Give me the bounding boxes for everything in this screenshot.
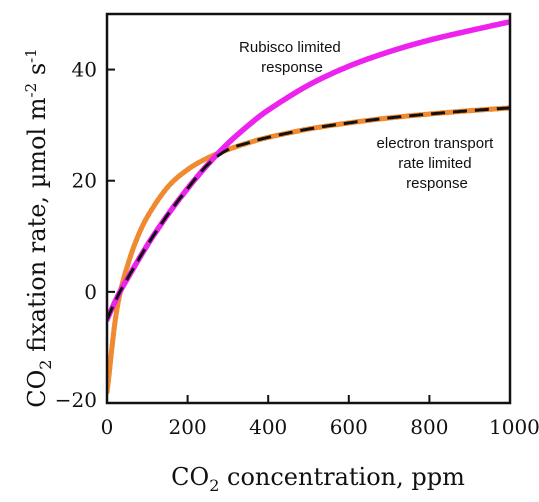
series-electron-point: [111, 326, 117, 332]
series-electron-point: [444, 109, 450, 116]
x-axis-title: CO2 concentration, ppm: [171, 463, 465, 495]
series-electron-point: [466, 108, 473, 114]
series-rubisco: [107, 19, 510, 323]
series-electron-point: [195, 160, 201, 166]
series-electron-point: [295, 128, 301, 134]
series-electron-point: [108, 354, 114, 360]
x-tick-label: 400: [249, 415, 287, 439]
y-tick-label: 20: [72, 169, 97, 193]
series-electron-point: [113, 314, 119, 320]
series-electron-point: [146, 212, 152, 218]
annotation-rubisco: Rubisco limited response: [239, 39, 345, 76]
y-tick-label: −20: [55, 388, 97, 412]
series-electron-point: [148, 207, 155, 213]
y-tick-label: 0: [84, 280, 97, 304]
series-electron-point: [107, 365, 113, 371]
series-electron-point: [252, 138, 258, 144]
y-axis-title: CO2 fixation rate, µmol m-2 s-1: [22, 48, 55, 408]
series-electron-point: [124, 264, 130, 270]
series-electron-point: [400, 113, 406, 120]
series-electron-point: [186, 166, 192, 172]
series-electron-point: [422, 111, 428, 117]
series-electron-point: [138, 227, 144, 233]
series-electron-point: [114, 308, 120, 314]
series-electron-point: [133, 237, 139, 243]
series-electron-point: [108, 348, 115, 354]
series-electron-point: [317, 124, 323, 130]
x-tick-label: 1000: [489, 415, 539, 439]
series-minimum: [107, 106, 510, 321]
series-electron-point: [177, 173, 183, 179]
series-electron-point: [181, 169, 187, 175]
series-electron-point: [273, 132, 280, 139]
series-electron-point: [107, 360, 113, 366]
series-electron-point: [339, 121, 345, 127]
series-electron-point: [172, 176, 178, 182]
series-electron-point: [168, 180, 174, 186]
x-tick-label: 0: [101, 415, 114, 439]
series-electron-point: [190, 163, 196, 169]
series-electron-point: [122, 269, 129, 275]
series-electron-point: [231, 144, 237, 151]
series-electron-point: [158, 193, 164, 199]
series-electron-point: [110, 337, 116, 343]
series-electron-point: [489, 106, 495, 112]
series-electron-point: [109, 342, 115, 348]
series-electron-point: [151, 202, 158, 208]
series-electron-point: [110, 331, 117, 337]
series-electron-point: [143, 217, 149, 223]
series-electron-point: [131, 242, 137, 248]
series-layer: [107, 19, 510, 395]
plot-frame: [105, 12, 512, 405]
x-tick-label: 200: [169, 415, 207, 439]
series-electron-point: [200, 157, 206, 163]
series-electron-point: [136, 232, 142, 238]
series-electron-point: [128, 253, 134, 259]
series-electron-point: [165, 184, 171, 190]
series-electron-point: [140, 221, 146, 228]
y-tick-label: 40: [72, 58, 97, 82]
series-electron-point: [112, 320, 118, 326]
x-tick-label: 800: [410, 415, 448, 439]
series-electron-point: [129, 248, 135, 254]
series-electron-point: [155, 197, 161, 204]
x-tick-label: 600: [330, 415, 368, 439]
series-electron-point: [126, 258, 132, 264]
series-electron-point: [161, 188, 167, 195]
annotation-electron-transport: electron transport rate limited response: [377, 135, 498, 192]
